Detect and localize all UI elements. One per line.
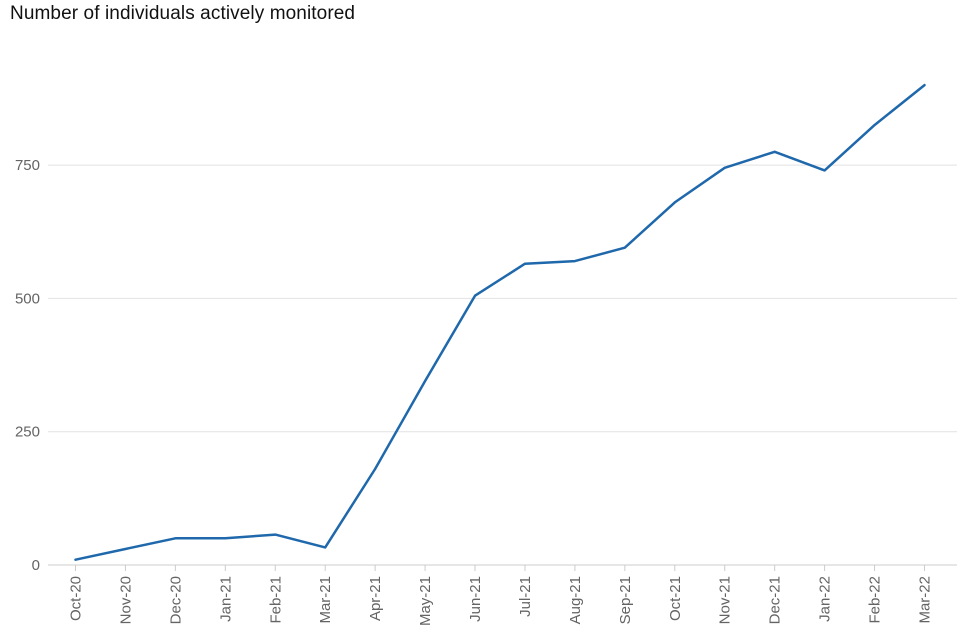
x-tick-label: Jun-21 xyxy=(467,576,484,622)
y-tick-label: 750 xyxy=(15,157,40,174)
x-tick-label: Apr-21 xyxy=(367,576,384,621)
x-tick-label: Mar-22 xyxy=(916,576,933,624)
x-tick-label: Aug-21 xyxy=(567,576,584,624)
y-tick-label: 250 xyxy=(15,424,40,441)
x-tick-label: Oct-20 xyxy=(68,576,85,621)
x-tick-label: Feb-22 xyxy=(867,576,884,624)
x-tick-label: Oct-21 xyxy=(667,576,684,621)
chart-title: Number of individuals actively monitored xyxy=(10,3,356,24)
data-line xyxy=(74,83,926,561)
x-tick-label: Jan-22 xyxy=(817,576,834,622)
x-tick-label: Dec-20 xyxy=(167,576,184,624)
x-tick-label: Sep-21 xyxy=(617,576,634,624)
x-tick-label: Nov-21 xyxy=(717,576,734,624)
x-tick-label: Feb-21 xyxy=(267,576,284,624)
x-tick-label: May-21 xyxy=(417,576,434,626)
y-tick-label: 0 xyxy=(32,557,40,574)
y-tick-label: 500 xyxy=(15,290,40,307)
x-tick-label: Dec-21 xyxy=(767,576,784,624)
x-tick-label: Mar-21 xyxy=(317,576,334,624)
x-tick-label: Jan-21 xyxy=(217,576,234,622)
x-tick-label: Jul-21 xyxy=(517,576,534,617)
x-tick-label: Nov-20 xyxy=(117,576,134,624)
